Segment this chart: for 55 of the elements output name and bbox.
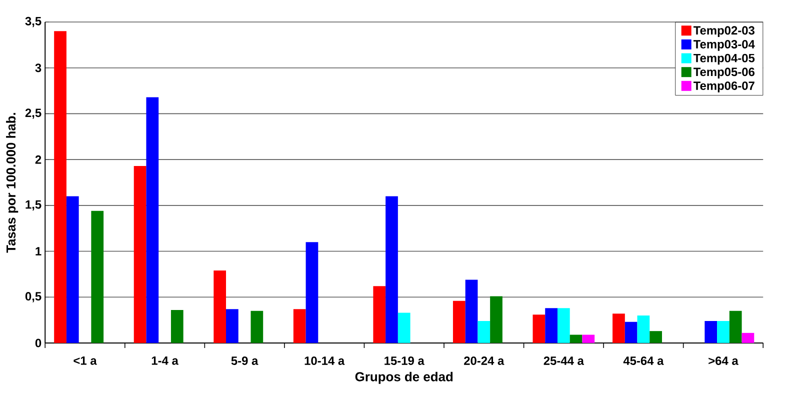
x-tick-label: 10-14 a — [304, 356, 345, 365]
legend-label: Temp04-05 — [693, 54, 755, 65]
y-tick-label: 3,5 — [25, 16, 42, 28]
x-tick-label: 20-24 a — [464, 356, 504, 365]
legend-label: Temp05-06 — [693, 68, 754, 78]
x-axis-title: Grupos de edad — [355, 372, 453, 384]
bar — [729, 310, 742, 343]
y-tick-label: 0 — [35, 338, 42, 348]
y-tick-label: 1 — [36, 247, 42, 256]
x-tick-label: <1 a — [74, 356, 97, 365]
bar — [293, 309, 306, 343]
bar — [545, 308, 558, 343]
x-tick-label: >64 a — [708, 356, 738, 365]
bar — [650, 331, 662, 343]
x-tick-label: 15-19 a — [384, 356, 424, 365]
bar — [170, 310, 184, 343]
y-axis-title: Tasas por 100.000 hab. — [6, 112, 18, 253]
bar — [570, 334, 582, 343]
bar — [582, 334, 595, 343]
bar — [478, 320, 490, 343]
y-tick-label: 1,5 — [26, 200, 42, 210]
bar — [624, 322, 638, 343]
bar — [386, 196, 398, 343]
bar — [557, 308, 570, 343]
bar — [250, 310, 264, 343]
bar — [704, 320, 718, 343]
bar — [742, 332, 754, 343]
bar — [717, 320, 730, 343]
y-tick-label: 3 — [35, 64, 42, 72]
legend-label: Temp06-07 — [693, 81, 754, 92]
y-tick-label: 0,5 — [25, 292, 42, 302]
bar — [637, 315, 650, 343]
bar — [306, 242, 318, 343]
bar — [214, 270, 226, 343]
bar — [612, 314, 625, 343]
bar — [452, 300, 466, 343]
bar — [66, 196, 79, 343]
bar — [91, 210, 104, 343]
legend-label: Temp02-03 — [693, 26, 754, 38]
bar — [490, 296, 502, 343]
x-tick-label: 1-4 a — [152, 356, 178, 365]
bar — [398, 312, 410, 343]
x-tick-label: 25-44 a — [544, 356, 584, 365]
y-tick-label: 2 — [35, 155, 42, 164]
legend-label: Temp03-04 — [693, 40, 755, 51]
bar — [226, 309, 238, 343]
y-tick-label: 2,5 — [25, 108, 42, 119]
bar — [146, 97, 159, 343]
x-tick-label: 45-64 a — [623, 356, 664, 365]
bar — [134, 166, 146, 343]
bar — [373, 286, 386, 343]
bar — [54, 31, 66, 343]
bar — [532, 314, 546, 343]
bar — [465, 280, 478, 343]
x-tick-label: 5-9 a — [231, 356, 258, 365]
